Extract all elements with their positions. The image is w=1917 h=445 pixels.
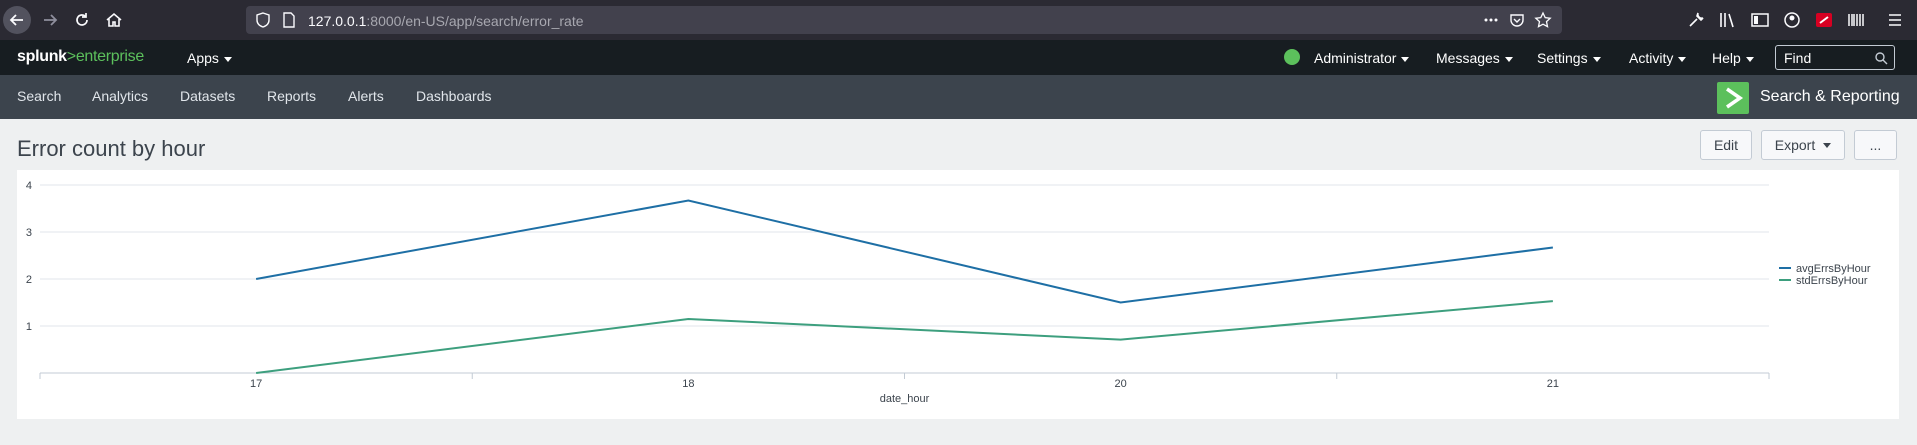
logo-product: enterprise [75, 48, 144, 65]
url-path: :8000/en-US/app/search/error_rate [366, 13, 584, 29]
app-nav-analytics[interactable]: Analytics [92, 88, 149, 104]
series-line-avgErrsByHour[interactable] [255, 199, 1554, 304]
user-menu[interactable]: Administrator [1314, 50, 1410, 66]
app-nav-dashboards[interactable]: Dashboards [416, 88, 492, 104]
chevron-down-icon [1678, 56, 1687, 62]
reload-button[interactable] [68, 6, 96, 34]
help-menu-label: Help [1712, 50, 1741, 66]
apps-menu-label: Apps [187, 50, 219, 66]
chevron-down-icon [1823, 142, 1832, 148]
splunk-logo[interactable]: splunk>enterprise [17, 48, 144, 66]
app-nav-bar: Search Analytics Datasets Reports Alerts… [0, 75, 1917, 119]
url-text[interactable]: 127.0.0.1:8000/en-US/app/search/error_ra… [308, 13, 584, 29]
home-button[interactable] [100, 6, 128, 34]
hamburger-menu-icon[interactable] [1885, 10, 1905, 30]
data-point[interactable] [685, 316, 691, 322]
edit-button[interactable]: Edit [1700, 130, 1752, 160]
data-point[interactable] [1550, 298, 1556, 304]
data-point[interactable] [253, 276, 259, 282]
star-icon[interactable] [1534, 11, 1552, 29]
health-status-icon[interactable] [1284, 49, 1300, 65]
library-icon[interactable] [1718, 10, 1738, 30]
extension-icon[interactable] [1814, 10, 1834, 30]
x-tick-label: 18 [682, 378, 694, 390]
messages-menu-label: Messages [1436, 50, 1500, 66]
shield-icon[interactable] [254, 11, 272, 29]
home-icon [106, 12, 122, 27]
barcode-icon[interactable] [1846, 10, 1866, 30]
data-point[interactable] [253, 370, 259, 376]
arrow-left-icon [9, 14, 23, 26]
x-tick-label: 20 [1115, 378, 1127, 390]
settings-menu-label: Settings [1537, 50, 1588, 66]
legend-label[interactable]: stdErrsByHour [1796, 275, 1868, 287]
find-placeholder: Find [1784, 50, 1812, 66]
export-button[interactable]: Export [1761, 130, 1845, 160]
activity-menu[interactable]: Activity [1629, 50, 1687, 66]
chart-panel: 1 2 3 4 17 18 20 21 date_hour avgErrsByHour stdErr… [17, 170, 1899, 419]
chevron-down-icon [1592, 56, 1601, 62]
chevron-down-icon [223, 56, 232, 62]
sidebar-icon[interactable] [1750, 10, 1770, 30]
apps-menu[interactable]: Apps [187, 50, 232, 66]
legend-label[interactable]: avgErrsByHour [1796, 263, 1871, 275]
forward-button[interactable] [36, 6, 64, 34]
x-axis-title: date_hour [880, 393, 930, 405]
page-icon[interactable] [280, 11, 298, 29]
back-button[interactable] [3, 6, 31, 34]
y-tick-label: 1 [26, 321, 32, 333]
browser-toolbar: 127.0.0.1:8000/en-US/app/search/error_ra… [0, 0, 1917, 40]
more-actions-button[interactable]: ... [1854, 130, 1897, 160]
series-line-stdErrsByHour[interactable] [256, 300, 1553, 374]
x-tick-label: 21 [1547, 378, 1559, 390]
data-point[interactable] [1118, 300, 1124, 306]
arrow-right-icon [44, 14, 58, 26]
line-chart: 1 2 3 4 17 18 20 21 date_hour avgErrsByHourstdErr… [26, 180, 1871, 405]
more-dots-icon[interactable] [1482, 11, 1500, 29]
user-menu-label: Administrator [1314, 50, 1397, 66]
chevron-down-icon [1745, 56, 1754, 62]
pocket-icon[interactable] [1508, 11, 1526, 29]
dashboard-title: Error count by hour [17, 136, 206, 161]
url-host: 127.0.0.1 [308, 13, 367, 29]
app-logo-icon [1717, 82, 1749, 114]
find-input[interactable]: Find [1775, 45, 1895, 70]
logo-chevron: > [66, 48, 76, 65]
y-tick-label: 3 [26, 227, 32, 239]
app-nav-reports[interactable]: Reports [267, 88, 317, 104]
settings-menu[interactable]: Settings [1537, 50, 1601, 66]
chevron-down-icon [1401, 56, 1410, 62]
y-tick-label: 2 [26, 274, 32, 286]
search-icon [1875, 52, 1888, 65]
app-nav-search[interactable]: Search [17, 88, 62, 104]
messages-menu[interactable]: Messages [1436, 50, 1513, 66]
x-tick-label: 17 [250, 378, 262, 390]
splunk-header: splunk>enterprise Apps Administrator Mes… [0, 40, 1917, 75]
logo-brand: splunk [17, 48, 67, 65]
data-point[interactable] [685, 198, 691, 204]
url-bar[interactable]: 127.0.0.1:8000/en-US/app/search/error_ra… [246, 6, 1562, 34]
activity-menu-label: Activity [1629, 50, 1674, 66]
app-nav-alerts[interactable]: Alerts [348, 88, 384, 104]
account-icon[interactable] [1782, 10, 1802, 30]
export-button-label: Export [1774, 137, 1816, 153]
help-menu[interactable]: Help [1712, 50, 1754, 66]
app-nav-datasets[interactable]: Datasets [180, 88, 236, 104]
reload-icon [76, 13, 88, 26]
data-point[interactable] [1118, 337, 1124, 343]
app-title[interactable]: Search & Reporting [1760, 88, 1900, 105]
chevron-down-icon [1504, 56, 1513, 62]
wrench-icon[interactable] [1686, 10, 1706, 30]
data-point[interactable] [1550, 245, 1556, 251]
y-tick-label: 4 [26, 180, 32, 192]
